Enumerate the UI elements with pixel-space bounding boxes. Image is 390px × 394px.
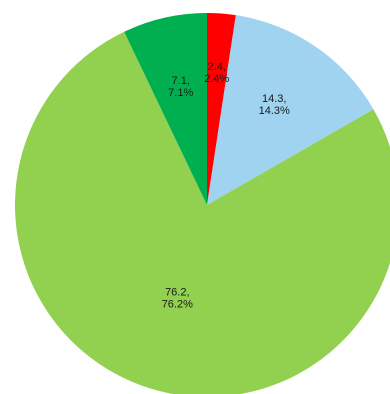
- data-label-3: 76.2, 76.2%: [162, 286, 193, 310]
- pie-slices: [15, 13, 390, 394]
- data-label-percent: 7.1%: [168, 87, 193, 99]
- data-label-value: 7.1,: [172, 75, 190, 87]
- data-label-percent: 2.4%: [204, 73, 229, 85]
- data-label-percent: 76.2%: [162, 298, 193, 310]
- data-label-4: 7.1, 7.1%: [168, 75, 193, 99]
- pie-data-labels: 2.4, 2.4% 14.3, 14.3% 76.2, 76.2% 7.1, 7.1%: [162, 61, 290, 310]
- data-label-1: 2.4, 2.4%: [204, 61, 229, 85]
- data-label-value: 76.2,: [165, 286, 189, 298]
- data-label-value: 14.3,: [262, 93, 286, 105]
- data-label-percent: 14.3%: [259, 105, 290, 117]
- pie-slice-3: [15, 31, 390, 394]
- data-label-2: 14.3, 14.3%: [259, 93, 290, 117]
- pie-slice-2: [207, 15, 374, 206]
- pie-slice-4: [124, 13, 207, 205]
- pie-slice-1: [207, 13, 236, 205]
- data-label-value: 2.4,: [208, 61, 226, 73]
